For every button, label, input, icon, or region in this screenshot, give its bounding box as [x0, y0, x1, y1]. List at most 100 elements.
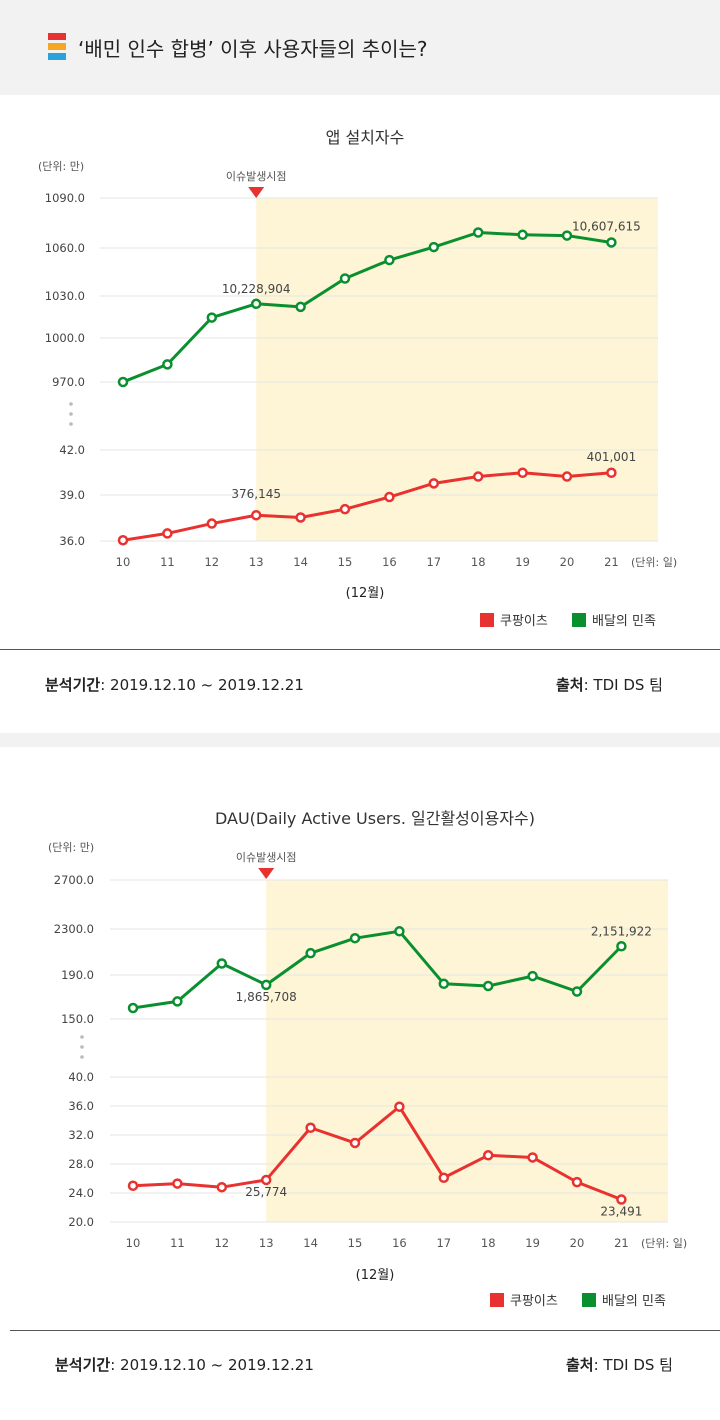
data-point	[384, 254, 395, 266]
event-marker-icon	[258, 868, 275, 879]
data-point	[472, 471, 484, 482]
data-point	[339, 503, 351, 515]
data-label: 25,774	[245, 1185, 287, 1199]
data-point	[172, 1178, 183, 1189]
data-label: 401,001	[587, 450, 637, 464]
y-tick-label: 2700.0	[54, 873, 94, 887]
x-tick-label: 12	[214, 1236, 229, 1250]
data-point	[394, 1101, 405, 1112]
data-point	[349, 932, 361, 944]
data-point	[127, 1180, 139, 1191]
event-label: 이슈발생시점	[226, 170, 287, 183]
data-point	[606, 237, 617, 248]
event-label: 이슈발생시점	[236, 851, 297, 864]
y-tick-label: 36.0	[59, 534, 85, 548]
x-tick-label: 10	[126, 1236, 141, 1250]
data-point	[438, 978, 450, 990]
series-line	[122, 471, 612, 542]
x-tick-label: 16	[382, 555, 397, 569]
brand-logo-icon	[48, 33, 66, 63]
legend-swatch-green	[572, 613, 586, 627]
data-label: 1,865,708	[236, 990, 297, 1004]
source-2: 출처: TDI DS 팀	[566, 1354, 673, 1375]
x-tick-label: 18	[481, 1236, 496, 1250]
axis-break-dot	[69, 402, 73, 406]
y-tick-label: 1030.0	[45, 289, 85, 303]
y-tick-label: 24.0	[68, 1186, 94, 1200]
install-count-chart: 앱 설치자수 (단위: 만) 1090.0 1060.0 1030.0 1000.0 970…	[38, 128, 677, 629]
legend-label-baemin: 배달의 민족	[602, 1294, 666, 1309]
legend-swatch-green	[582, 1293, 596, 1307]
data-label: 2,151,922	[591, 924, 652, 938]
x-tick-label: 18	[471, 555, 486, 569]
data-point	[206, 312, 218, 323]
y-tick-label: 1090.0	[45, 191, 85, 205]
x-tick-label: 11	[170, 1236, 185, 1250]
month-label: (12월)	[346, 586, 385, 601]
axis-break-dot	[69, 422, 73, 426]
x-tick-label: 14	[303, 1236, 318, 1250]
data-point	[295, 301, 306, 313]
x-tick-label: 17	[426, 555, 441, 569]
analysis-period-2: 분석기간: 2019.12.10 ~ 2019.12.21	[55, 1354, 314, 1375]
data-point	[127, 1002, 139, 1014]
section-divider-1	[0, 649, 720, 650]
legend-swatch-red	[490, 1293, 504, 1307]
dau-chart: DAU(Daily Active Users. 일간활성이용자수) (단위: 만)…	[48, 809, 687, 1309]
data-point	[305, 947, 316, 959]
analysis-period-value: : 2019.12.10 ~ 2019.12.21	[110, 1356, 314, 1374]
data-point	[527, 1152, 538, 1163]
legend-label-coupang: 쿠팡이츠	[510, 1294, 558, 1309]
y-tick-label: 150.0	[61, 1012, 94, 1026]
source-1: 출처: TDI DS 팀	[556, 674, 663, 695]
data-point	[394, 926, 405, 937]
analysis-period-1: 분석기간: 2019.12.10 ~ 2019.12.21	[45, 674, 304, 695]
data-point	[384, 491, 395, 503]
x-unit-label: (단위: 일)	[631, 555, 677, 569]
x-tick-label: 16	[392, 1236, 407, 1250]
x-tick-label: 19	[515, 555, 530, 569]
source-value: : TDI DS 팀	[593, 1356, 673, 1374]
logo-bar-red	[48, 33, 66, 40]
data-label: 376,145	[231, 487, 281, 501]
data-point	[438, 1172, 450, 1184]
y-tick-label: 970.0	[52, 375, 85, 389]
y-tick-label: 20.0	[68, 1215, 94, 1229]
data-point	[339, 273, 351, 284]
data-point	[561, 471, 573, 482]
y-tick-label: 39.0	[59, 488, 85, 502]
data-point	[117, 376, 129, 388]
chart-title: DAU(Daily Active Users. 일간활성이용자수)	[215, 809, 535, 828]
x-tick-label: 15	[338, 555, 353, 569]
data-point	[260, 1174, 272, 1186]
data-label: 10,228,904	[222, 282, 291, 296]
axis-break-dot	[80, 1055, 84, 1059]
y-tick-label: 190.0	[61, 968, 94, 982]
x-tick-label: 21	[604, 555, 619, 569]
data-point	[482, 1150, 494, 1161]
data-point	[616, 941, 627, 952]
analysis-period-label: 분석기간	[55, 1356, 111, 1374]
data-point	[472, 227, 484, 238]
y-tick-label: 1000.0	[45, 331, 85, 345]
data-point	[561, 230, 573, 241]
section-gap	[0, 733, 720, 747]
data-point	[162, 359, 173, 370]
data-point	[517, 467, 528, 478]
y-tick-label: 40.0	[68, 1070, 94, 1084]
data-point	[482, 980, 494, 992]
logo-bar-orange	[48, 43, 66, 50]
x-tick-label: 15	[348, 1236, 363, 1250]
series-line	[132, 929, 623, 1010]
x-tick-label: 13	[259, 1236, 274, 1250]
data-point	[428, 241, 440, 253]
data-point	[616, 1194, 627, 1205]
data-point	[606, 467, 617, 478]
data-point	[428, 478, 440, 489]
x-unit-label: (단위: 일)	[641, 1236, 687, 1250]
series-line	[122, 231, 612, 384]
y-tick-label: 32.0	[68, 1128, 94, 1142]
axis-break-dot	[80, 1035, 84, 1039]
data-point	[250, 298, 262, 310]
source-label: 출처	[566, 1356, 594, 1374]
